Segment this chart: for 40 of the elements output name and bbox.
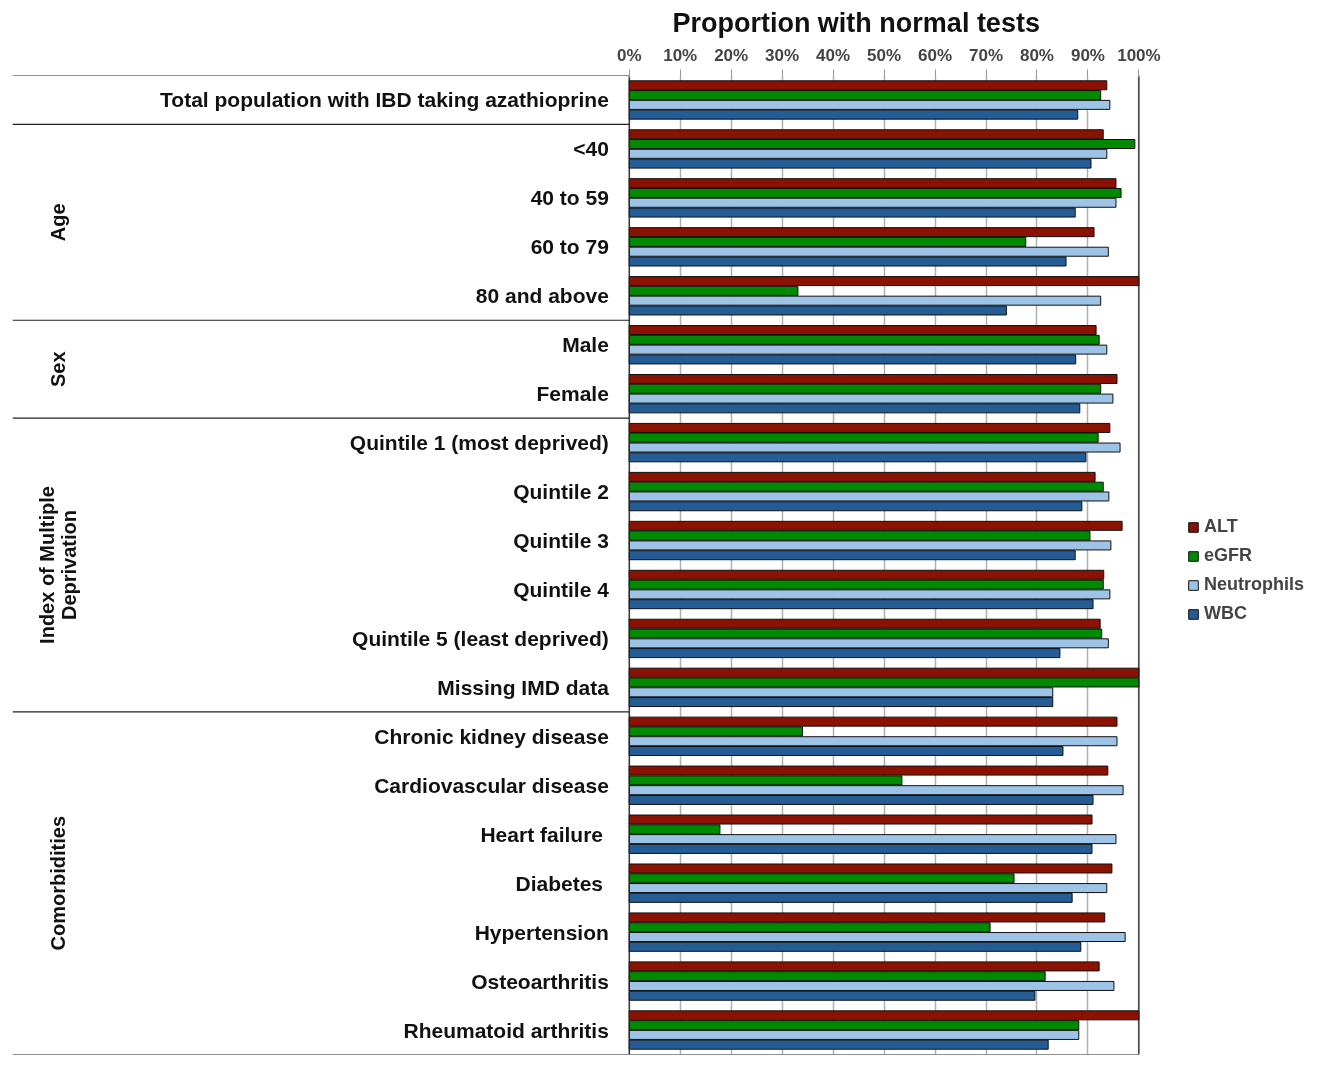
text: Index of Multiple Deprivation [36, 486, 81, 644]
x-tick-label: 70% [969, 45, 1004, 65]
y-tick-label: Female [536, 382, 609, 406]
y-tick-label: Quintile 2 [513, 480, 609, 504]
y-tick-label: Osteoarthritis [471, 969, 609, 993]
y-tick-label: Cardiovascular disease [374, 773, 609, 797]
y-tick-label: Heart failure [480, 822, 604, 846]
y-tick-label: Diabetes [515, 871, 604, 895]
y-tick-label: Quintile 4 [513, 577, 610, 601]
x-tick-label: 50% [867, 45, 902, 65]
y-tick-label: Quintile 3 [513, 529, 609, 553]
legend-label: Neutrophils [1204, 574, 1305, 595]
text: Comorbidities [47, 815, 70, 951]
text: Age [47, 203, 70, 242]
y-tick-label: <40 [573, 137, 609, 161]
x-tick-label: 20% [714, 45, 749, 65]
y-tick-label: Hypertension [474, 920, 609, 944]
legend-label: ALT [1204, 516, 1238, 537]
x-axis-title: Proportion with normal tests [672, 7, 1040, 38]
x-tick-label: 80% [1019, 45, 1054, 65]
y-tick-label: Chronic kidney disease [374, 724, 609, 748]
y-tick-label: 60 to 79 [530, 235, 609, 259]
y-tick-label: Missing IMD data [437, 675, 610, 699]
legend-label: WBC [1204, 603, 1247, 624]
y-tick-label: Rheumatoid arthritis [403, 1018, 609, 1042]
x-tick-label: 10% [663, 45, 698, 65]
x-tick-label: 40% [816, 45, 851, 65]
x-tick-label: 90% [1070, 45, 1105, 65]
y-tick-label: Male [562, 333, 609, 357]
x-tick-label: 30% [765, 45, 800, 65]
x-tick-label: 0% [616, 45, 642, 65]
y-tick-label: 40 to 59 [530, 186, 609, 210]
y-tick-label: Total population with IBD taking azathioprine [160, 88, 609, 112]
y-tick-label: Quintile 5 (least deprived) [352, 626, 609, 650]
x-tick-label: 100% [1117, 45, 1161, 65]
text: Sex [47, 351, 70, 387]
x-tick-label: 60% [918, 45, 953, 65]
y-tick-label: 80 and above [475, 284, 609, 308]
legend-label: eGFR [1204, 545, 1253, 566]
y-tick-label: Quintile 1 (most deprived) [349, 431, 609, 455]
